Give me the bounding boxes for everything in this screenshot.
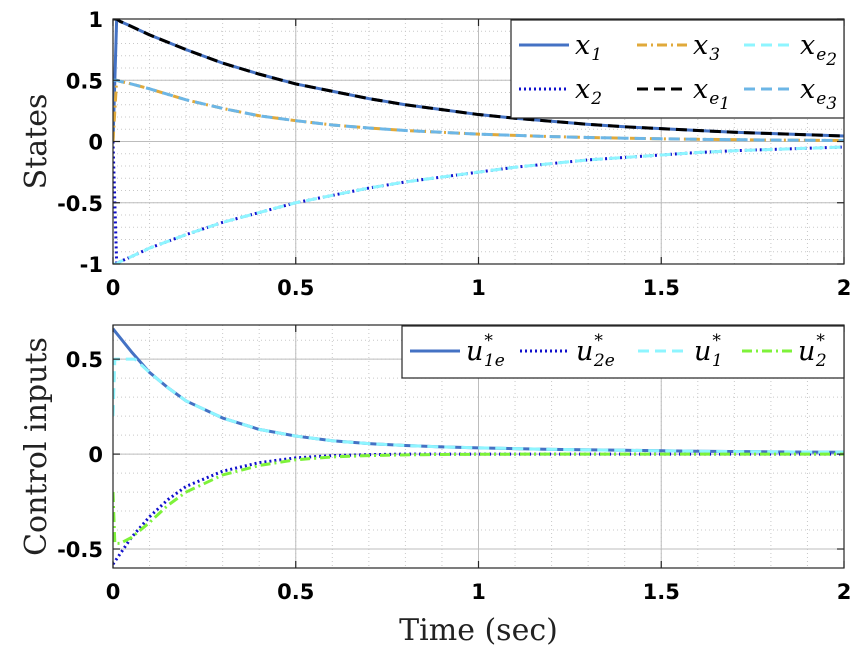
x-axis-label: Time (sec)	[399, 613, 558, 648]
y-tick-label: 1	[88, 8, 103, 32]
x-tick-label: 1.5	[643, 580, 680, 604]
legend-item-x1: x1	[519, 30, 602, 65]
legend-label: xe2	[800, 30, 837, 70]
legend: u* 1e u* 2e u* 1 u* 2	[401, 325, 845, 379]
legend-item-x2: x2	[519, 74, 602, 109]
y-tick-label: 0	[88, 131, 103, 155]
states-panel: 0 0.5 1 1.5 2 -1 -0.5 0 0.5 1 States x1 x3 xe2 x2 xe1 xe…	[19, 8, 851, 300]
x-tick-label: 0.5	[277, 276, 314, 300]
x-tick-label: 1.5	[643, 276, 680, 300]
x-tick-label: 1	[471, 276, 486, 300]
y-tick-label: -1	[80, 253, 103, 277]
x-tick-label: 2	[837, 276, 852, 300]
legend-label: u* 2	[798, 331, 827, 371]
x-tick-label: 2	[837, 580, 852, 604]
series-group	[113, 327, 844, 566]
legend-item-u2star: u* 2	[742, 331, 827, 371]
y-axis-label: States	[19, 94, 54, 190]
x-tick-label: 0	[106, 276, 121, 300]
legend-item-u2estar: u* 2e	[520, 331, 615, 371]
legend-label: u* 1	[694, 331, 723, 371]
legend-item-xe3: xe3	[744, 74, 837, 114]
y-tick-label: 0	[88, 443, 103, 467]
legend-item-xe2: xe2	[744, 30, 837, 70]
series-group	[113, 19, 844, 264]
y-tick-label: -0.5	[57, 538, 103, 562]
legend-item-xe1: xe1	[637, 74, 730, 114]
x-tick-label: 0.5	[277, 580, 314, 604]
legend-label: xe3	[800, 74, 837, 114]
y-tick-label: 0.5	[66, 348, 103, 372]
y-tick-label: 0.5	[66, 69, 103, 93]
legend-label: u* 1e	[466, 331, 505, 371]
legend: x1 x3 xe2 x2 xe1 xe3	[510, 19, 845, 119]
legend-label: x1	[575, 30, 602, 65]
series-line-xe1	[113, 19, 844, 138]
legend-label: x3	[693, 30, 720, 65]
x-tick-label: 0	[106, 580, 121, 604]
y-tick-label: -0.5	[57, 192, 103, 216]
legend-label: u* 2e	[576, 331, 615, 371]
legend-label: xe1	[693, 74, 730, 114]
series-line-xe2	[113, 145, 844, 264]
legend-box	[510, 19, 845, 119]
series-line-xe3	[113, 78, 844, 143]
series-line-u2estar	[113, 452, 844, 566]
y-axis-label: Control inputs	[19, 337, 54, 556]
series-line-u1star	[113, 357, 844, 454]
legend-item-u1estar: u* 1e	[410, 331, 505, 371]
legend-item-x3: x3	[637, 30, 720, 65]
legend-label: x2	[575, 74, 602, 109]
x-tick-label: 1	[471, 580, 486, 604]
legend-item-u1star: u* 1	[638, 331, 723, 371]
